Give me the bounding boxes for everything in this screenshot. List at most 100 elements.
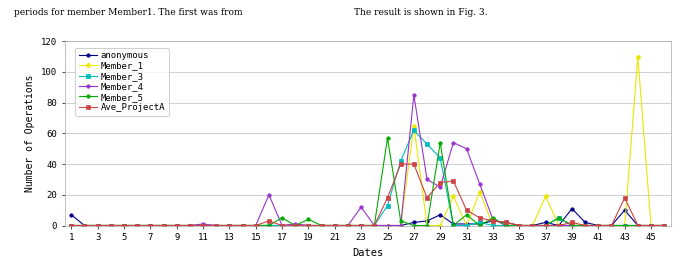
Member_3 — [133, 224, 141, 227]
Member_5 — [555, 216, 563, 219]
Member_3 — [225, 224, 234, 227]
Member_4 — [225, 224, 234, 227]
Member_1 — [396, 224, 405, 227]
Ave_ProjectA — [172, 224, 180, 227]
Member_1 — [344, 224, 352, 227]
Member_1 — [317, 224, 326, 227]
Member_5 — [357, 224, 365, 227]
Member_4 — [396, 224, 405, 227]
Member_3 — [436, 156, 444, 160]
Member_3 — [660, 224, 668, 227]
Line: Member_3: Member_3 — [69, 129, 666, 227]
anonymous — [199, 224, 207, 227]
anonymous — [331, 224, 339, 227]
anonymous — [502, 221, 510, 224]
Member_4 — [265, 193, 273, 196]
Ave_ProjectA — [528, 224, 537, 227]
anonymous — [568, 207, 576, 210]
anonymous — [93, 224, 101, 227]
Member_4 — [344, 224, 352, 227]
Ave_ProjectA — [647, 224, 655, 227]
anonymous — [172, 224, 180, 227]
Member_3 — [357, 224, 365, 227]
anonymous — [383, 224, 392, 227]
Ave_ProjectA — [607, 224, 616, 227]
Member_3 — [634, 224, 642, 227]
Member_5 — [331, 224, 339, 227]
Member_4 — [660, 224, 668, 227]
Ave_ProjectA — [186, 224, 194, 227]
anonymous — [238, 224, 247, 227]
Member_5 — [291, 224, 300, 227]
anonymous — [607, 224, 616, 227]
Member_5 — [383, 136, 392, 140]
Member_3 — [462, 224, 471, 227]
anonymous — [436, 213, 444, 216]
Member_1 — [634, 55, 642, 58]
anonymous — [410, 221, 418, 224]
Member_4 — [172, 224, 180, 227]
Member_3 — [317, 224, 326, 227]
anonymous — [620, 208, 629, 212]
Member_5 — [93, 224, 101, 227]
Ave_ProjectA — [410, 163, 418, 166]
Member_3 — [93, 224, 101, 227]
Member_3 — [278, 224, 286, 227]
Ave_ProjectA — [568, 221, 576, 224]
Line: anonymous: anonymous — [69, 207, 666, 227]
Member_1 — [225, 224, 234, 227]
Member_4 — [383, 224, 392, 227]
Ave_ProjectA — [502, 221, 510, 224]
anonymous — [186, 224, 194, 227]
Member_5 — [212, 224, 220, 227]
anonymous — [396, 224, 405, 227]
Member_1 — [107, 224, 115, 227]
Ave_ProjectA — [383, 196, 392, 200]
anonymous — [595, 224, 603, 227]
Member_3 — [423, 142, 431, 146]
Member_5 — [502, 224, 510, 227]
Member_3 — [120, 224, 128, 227]
Member_5 — [475, 224, 484, 227]
Member_4 — [555, 224, 563, 227]
Ave_ProjectA — [278, 224, 286, 227]
Member_3 — [383, 204, 392, 207]
Member_3 — [304, 224, 313, 227]
Member_4 — [462, 147, 471, 150]
Member_3 — [199, 224, 207, 227]
Member_1 — [120, 224, 128, 227]
Member_1 — [475, 190, 484, 193]
Member_1 — [304, 224, 313, 227]
Member_4 — [423, 178, 431, 181]
Member_5 — [436, 141, 444, 144]
Member_4 — [159, 224, 168, 227]
Line: Member_4: Member_4 — [69, 93, 666, 227]
Member_3 — [541, 224, 550, 227]
Member_4 — [304, 224, 313, 227]
Member_3 — [212, 224, 220, 227]
Member_3 — [252, 224, 260, 227]
anonymous — [212, 224, 220, 227]
anonymous — [357, 224, 365, 227]
Member_5 — [278, 216, 286, 219]
Member_1 — [265, 224, 273, 227]
Ave_ProjectA — [396, 163, 405, 166]
anonymous — [660, 224, 668, 227]
Member_4 — [317, 224, 326, 227]
Member_4 — [436, 185, 444, 189]
anonymous — [515, 224, 523, 227]
Member_5 — [172, 224, 180, 227]
Member_5 — [620, 224, 629, 227]
Member_5 — [568, 224, 576, 227]
anonymous — [370, 224, 379, 227]
Ave_ProjectA — [238, 224, 247, 227]
Ave_ProjectA — [317, 224, 326, 227]
Ave_ProjectA — [199, 224, 207, 227]
Member_5 — [225, 224, 234, 227]
Member_3 — [172, 224, 180, 227]
Member_5 — [410, 224, 418, 227]
Member_1 — [502, 224, 510, 227]
anonymous — [344, 224, 352, 227]
Member_3 — [396, 159, 405, 163]
Member_5 — [146, 224, 155, 227]
